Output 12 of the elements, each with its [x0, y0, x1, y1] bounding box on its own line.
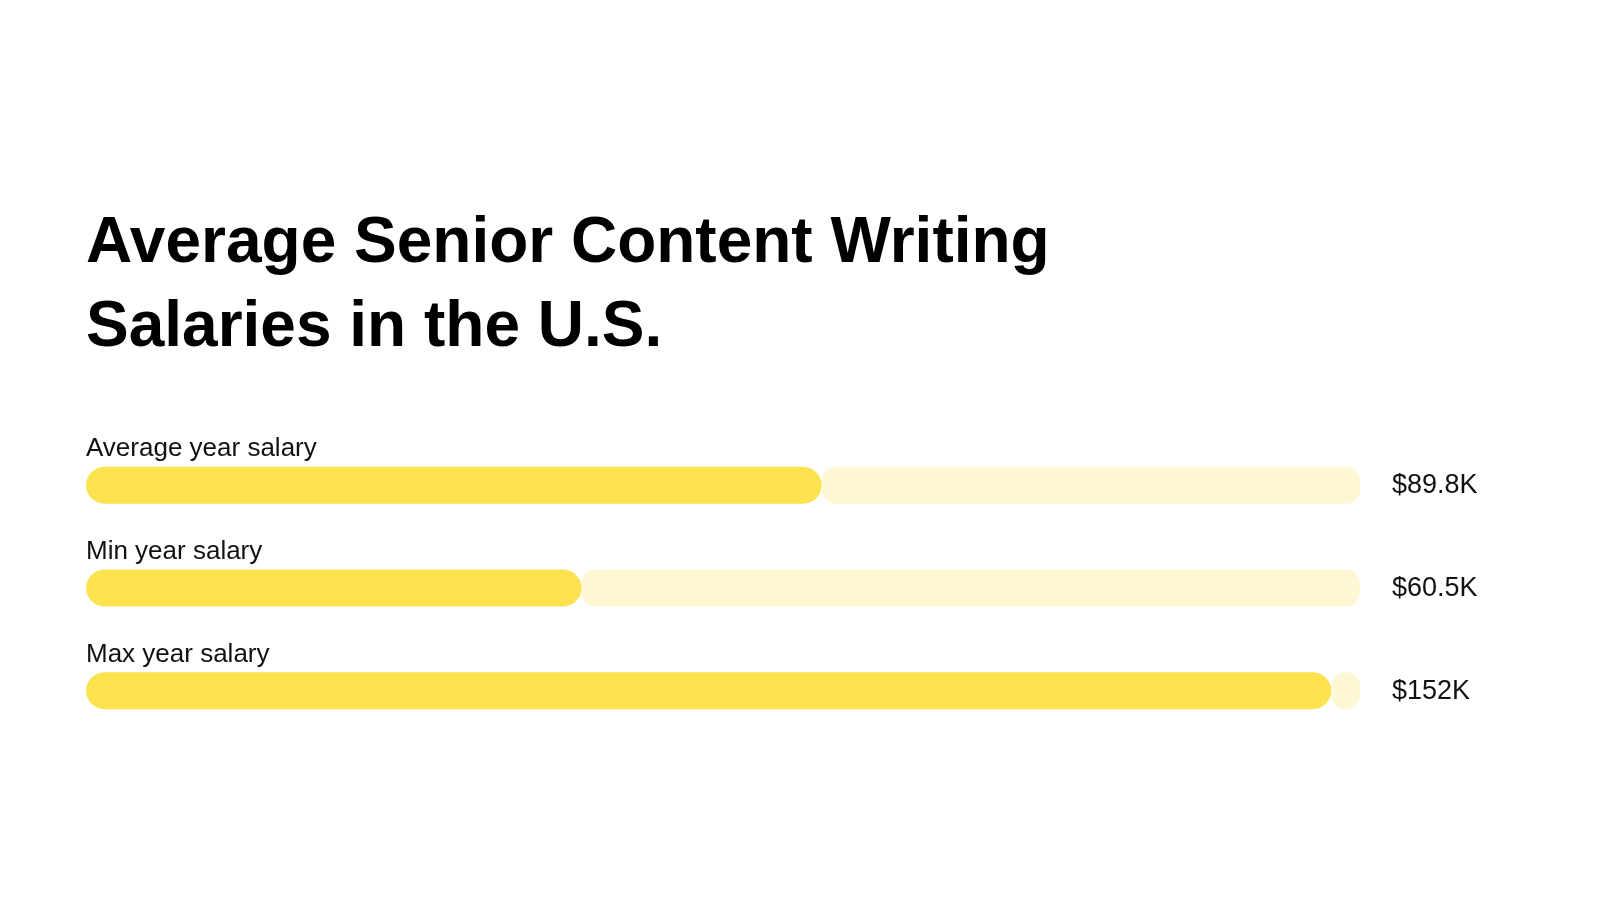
- bar: [821, 466, 1360, 504]
- y-tick-label: Min year salary: [86, 535, 263, 565]
- bar: [581, 569, 1360, 607]
- y-tick-label: Max year salary: [86, 637, 270, 668]
- chart-title: Average Senior Content Writing Salaries in the U.S.: [86, 204, 1050, 360]
- bar: [86, 466, 822, 504]
- bar: [86, 569, 582, 607]
- data-label: $60.5K: [1392, 572, 1478, 602]
- data-label: $89.8K: [1392, 469, 1478, 500]
- y-tick-label: Average year salary: [86, 432, 317, 463]
- bar: [86, 672, 1332, 710]
- data-label: $152K: [1392, 674, 1471, 705]
